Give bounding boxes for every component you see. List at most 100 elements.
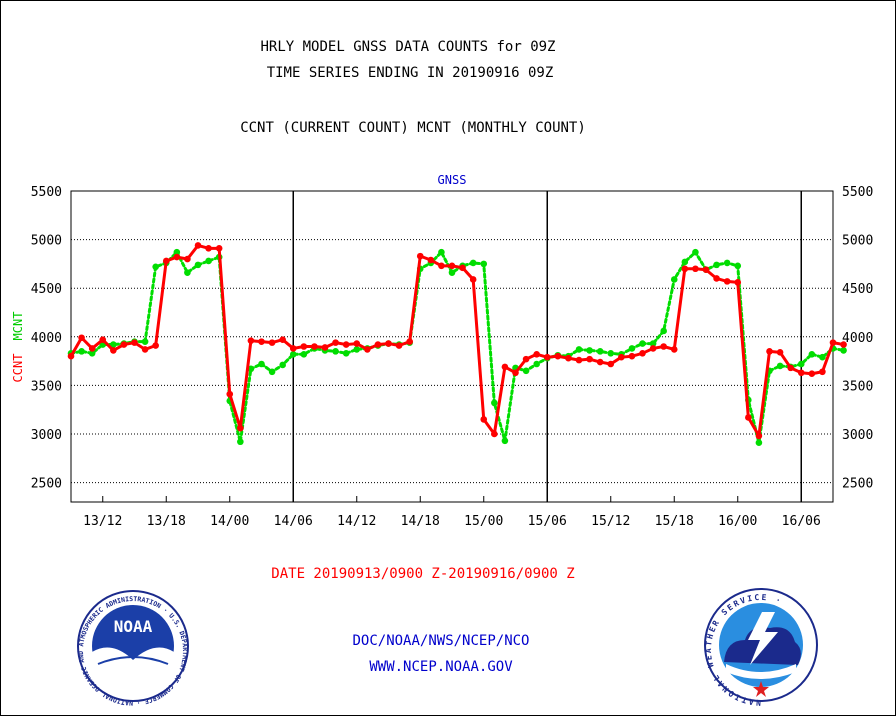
data-point-ccnt [78,334,85,342]
data-point-ccnt [459,264,466,272]
x-tick-label: 15/12 [591,514,630,529]
data-point-ccnt [184,255,191,263]
data-point-ccnt [607,360,615,368]
y-tick-label-left: 2500 [31,477,62,492]
data-point-ccnt [586,355,593,363]
data-point-mcnt [247,365,255,373]
chart-title-line2: TIME SERIES ENDING IN 20190916 09Z [267,65,554,81]
data-point-ccnt [162,257,170,265]
x-tick-label: 15/06 [528,514,567,529]
y-tick-label-right: 3500 [842,379,873,394]
plot-frame [70,190,834,503]
data-point-ccnt [755,432,763,440]
y-label-mcnt: MCNT [11,312,25,341]
data-point-ccnt [332,339,339,346]
data-point-ccnt [491,430,498,438]
data-point-ccnt [829,339,837,346]
data-point-ccnt [395,342,403,349]
data-point-mcnt [681,258,689,266]
data-point-ccnt [99,336,107,343]
data-point-mcnt [342,350,350,357]
y-tick-label-right: 4000 [842,331,873,346]
data-point-mcnt [237,438,244,446]
data-point-mcnt [734,262,742,270]
data-point-ccnt [448,262,456,270]
data-point-mcnt [173,248,181,256]
data-point-ccnt [565,354,572,362]
data-point-mcnt [808,350,816,358]
x-tick-label: 13/12 [83,514,122,529]
data-point-mcnt [78,348,85,355]
noaa-logo-text: NOAA [114,617,153,636]
nws-logo: NATIONAL WEATHER SERVICE · [704,588,818,707]
x-tick-label: 16/06 [782,514,821,529]
data-point-mcnt [649,340,657,347]
grid-layer [70,190,834,503]
x-tick-label: 15/00 [464,514,503,529]
data-point-mcnt [776,362,784,370]
data-point-ccnt [120,341,128,348]
data-point-ccnt [681,265,689,273]
data-point-mcnt [533,360,540,368]
data-point-ccnt [808,370,816,378]
data-point-ccnt [522,355,530,363]
data-point-ccnt [152,342,159,349]
data-point-ccnt [374,341,382,348]
noaa-logo: NOAA NATIONAL OCEANIC AND ATMOSPHERIC AD… [77,590,189,707]
data-point-ccnt [776,349,784,356]
y-tick-label-right: 5000 [842,234,873,249]
data-point-ccnt [342,341,350,348]
data-point-mcnt [258,360,265,368]
x-tick-label: 14/12 [337,514,376,529]
plot-title: GNSS [438,173,467,187]
data-point-mcnt [491,399,498,407]
data-point-mcnt [205,257,212,265]
data-point-mcnt [660,327,667,335]
y-tick-label-right: 2500 [842,477,873,492]
data-point-ccnt [639,350,646,357]
data-point-ccnt [353,340,361,347]
org-label: DOC/NOAA/NWS/NCEP/NCO [352,633,529,649]
x-tick-label: 13/18 [147,514,186,529]
data-point-mcnt [110,341,117,348]
data-point-mcnt [639,340,646,347]
data-point-ccnt [692,265,699,273]
data-point-ccnt [258,338,265,345]
data-point-ccnt [745,414,752,421]
data-point-ccnt [819,368,826,376]
y-tick-label-left: 3000 [31,428,62,443]
y-tick-label-left: 3500 [31,379,62,394]
data-point-mcnt [141,338,149,345]
data-point-ccnt [787,364,794,372]
data-point-mcnt [469,259,477,267]
url-label: WWW.NCEP.NOAA.GOV [369,659,513,675]
data-point-mcnt [628,345,636,352]
data-point-ccnt [480,416,488,423]
data-point-ccnt [575,356,583,364]
data-point-ccnt [840,341,847,348]
data-point-ccnt [596,358,604,366]
data-point-ccnt [427,256,435,264]
y-tick-label-left: 4000 [31,331,62,346]
data-point-mcnt [353,346,361,353]
x-tick-label: 14/18 [401,514,440,529]
data-point-mcnt [819,353,826,361]
data-point-ccnt [215,245,223,252]
data-point-mcnt [480,260,488,268]
data-point-ccnt [723,278,731,285]
data-point-mcnt [586,347,593,354]
data-point-mcnt [522,367,530,375]
data-point-ccnt [247,337,255,344]
data-point-ccnt [385,340,392,347]
data-point-ccnt [649,345,657,352]
x-tick-label: 14/00 [210,514,249,529]
data-point-mcnt [596,348,604,355]
y-tick-label-right: 3000 [842,428,873,443]
data-point-mcnt [279,361,286,369]
series-layer [67,242,847,447]
data-point-ccnt [797,369,805,377]
data-point-ccnt [702,266,710,274]
y-tick-label-left: 5500 [31,185,62,200]
data-point-mcnt [289,350,297,358]
